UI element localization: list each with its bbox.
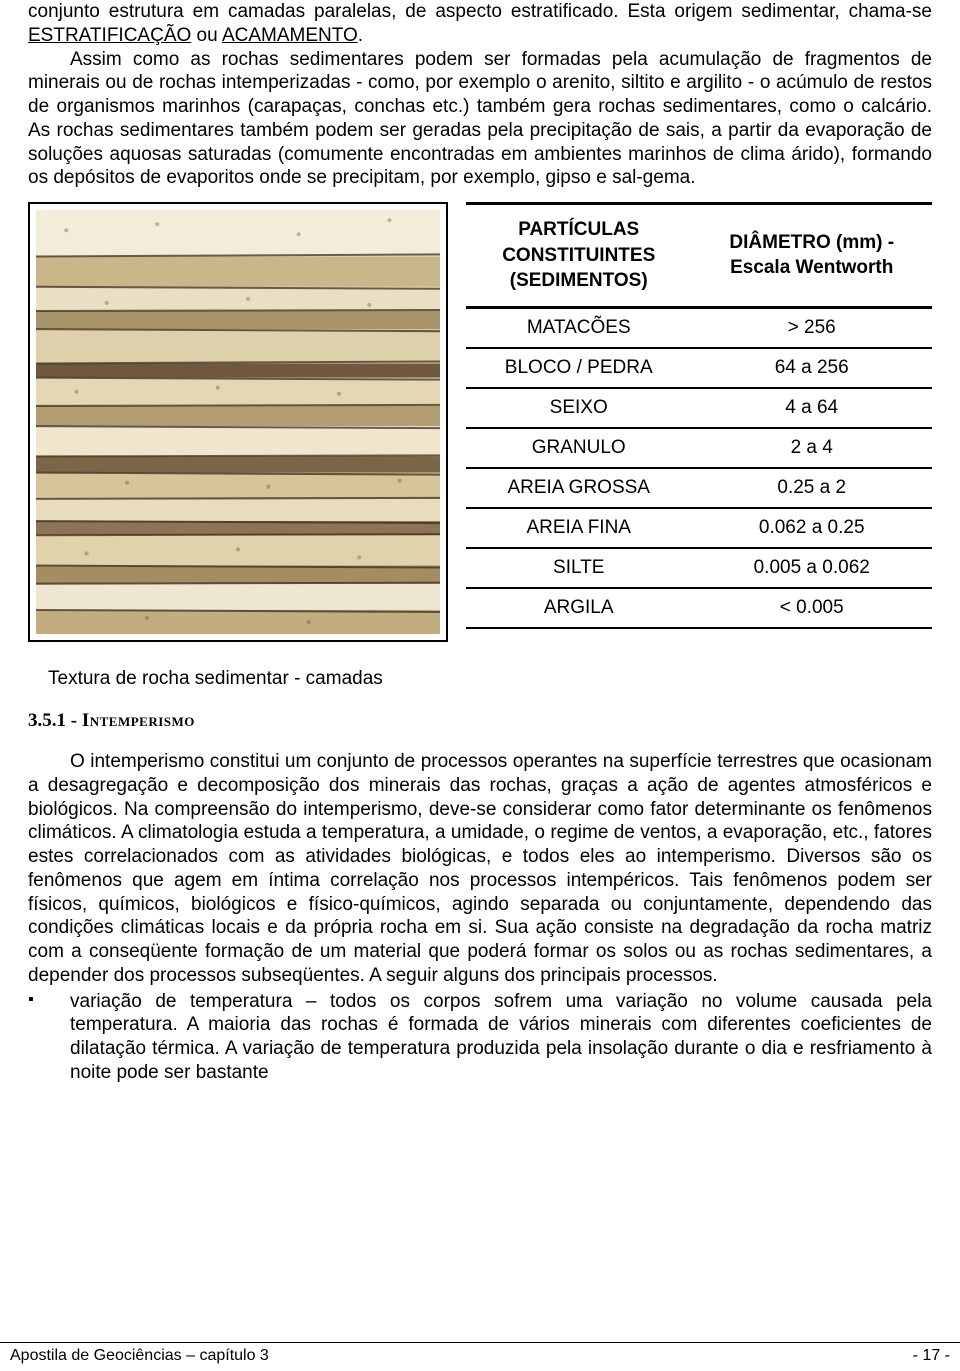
cell-diam: 0.25 a 2 bbox=[691, 468, 932, 508]
cell-name: AREIA FINA bbox=[466, 508, 691, 548]
table-row: BLOCO / PEDRA64 a 256 bbox=[466, 348, 932, 388]
paragraph-1: conjunto estrutura em camadas paralelas,… bbox=[28, 0, 932, 48]
cell-name: SILTE bbox=[466, 548, 691, 588]
p1-post: . bbox=[358, 25, 363, 46]
th-diameter: DIÂMETRO (mm) - Escala Wentworth bbox=[691, 204, 932, 308]
paragraph-3: O intemperismo constitui um conjunto de … bbox=[28, 750, 932, 988]
table-header-row: PARTÍCULAS CONSTITUINTES (SEDIMENTOS) DI… bbox=[466, 204, 932, 308]
cell-name: ARGILA bbox=[466, 588, 691, 628]
wentworth-table-wrap: PARTÍCULAS CONSTITUINTES (SEDIMENTOS) DI… bbox=[466, 202, 932, 629]
th-particles: PARTÍCULAS CONSTITUINTES (SEDIMENTOS) bbox=[466, 204, 691, 308]
cell-name: MATACÕES bbox=[466, 307, 691, 348]
table-row: SILTE0.005 a 0.062 bbox=[466, 548, 932, 588]
footer-right: - 17 - bbox=[913, 1347, 950, 1365]
footer-left: Apostila de Geociências – capítulo 3 bbox=[10, 1347, 269, 1365]
figure-caption: Textura de rocha sedimentar - camadas bbox=[28, 668, 932, 690]
wentworth-table: PARTÍCULAS CONSTITUINTES (SEDIMENTOS) DI… bbox=[466, 202, 932, 629]
cell-name: GRANULO bbox=[466, 428, 691, 468]
figure-table-row: PARTÍCULAS CONSTITUINTES (SEDIMENTOS) DI… bbox=[28, 202, 932, 642]
cell-diam: 4 a 64 bbox=[691, 388, 932, 428]
th-particles-l3: (SEDIMENTOS) bbox=[510, 270, 648, 291]
cell-diam: 0.005 a 0.062 bbox=[691, 548, 932, 588]
p1-mid: ou bbox=[191, 25, 222, 46]
th-particles-l2: CONSTITUINTES bbox=[502, 245, 655, 266]
table-row: AREIA GROSSA0.25 a 2 bbox=[466, 468, 932, 508]
cell-name: BLOCO / PEDRA bbox=[466, 348, 691, 388]
stratified-rock-svg bbox=[36, 210, 440, 634]
cell-name: SEIXO bbox=[466, 388, 691, 428]
th-diameter-l2: Escala Wentworth bbox=[730, 257, 893, 278]
p1-estratificacao: ESTRATIFICAÇÃO bbox=[28, 25, 191, 46]
section-title: Intemperismo bbox=[82, 710, 195, 731]
cell-diam: 64 a 256 bbox=[691, 348, 932, 388]
table-row: AREIA FINA0.062 a 0.25 bbox=[466, 508, 932, 548]
section-number: 3.5.1 - bbox=[28, 710, 82, 731]
bullet-item-temperature: variação de temperatura – todos os corpo… bbox=[28, 990, 932, 1085]
cell-diam: < 0.005 bbox=[691, 588, 932, 628]
cell-diam: 0.062 a 0.25 bbox=[691, 508, 932, 548]
cell-diam: 2 a 4 bbox=[691, 428, 932, 468]
th-diameter-l1: DIÂMETRO (mm) - bbox=[729, 232, 894, 253]
table-row: ARGILA< 0.005 bbox=[466, 588, 932, 628]
table-row: MATACÕES> 256 bbox=[466, 307, 932, 348]
page-footer: Apostila de Geociências – capítulo 3 - 1… bbox=[0, 1342, 960, 1371]
th-particles-l1: PARTÍCULAS bbox=[518, 219, 639, 240]
table-row: SEIXO4 a 64 bbox=[466, 388, 932, 428]
cell-diam: > 256 bbox=[691, 307, 932, 348]
p1-pre: conjunto estrutura em camadas paralelas,… bbox=[28, 1, 932, 22]
sedimentary-rock-figure bbox=[28, 202, 448, 642]
bullet-list: variação de temperatura – todos os corpo… bbox=[28, 990, 932, 1085]
p1-acamamento: ACAMAMENTO bbox=[222, 25, 358, 46]
table-row: GRANULO2 a 4 bbox=[466, 428, 932, 468]
section-heading-intemperismo: 3.5.1 - Intemperismo bbox=[28, 710, 932, 732]
cell-name: AREIA GROSSA bbox=[466, 468, 691, 508]
paragraph-2: Assim como as rochas sedimentares podem … bbox=[28, 48, 932, 191]
